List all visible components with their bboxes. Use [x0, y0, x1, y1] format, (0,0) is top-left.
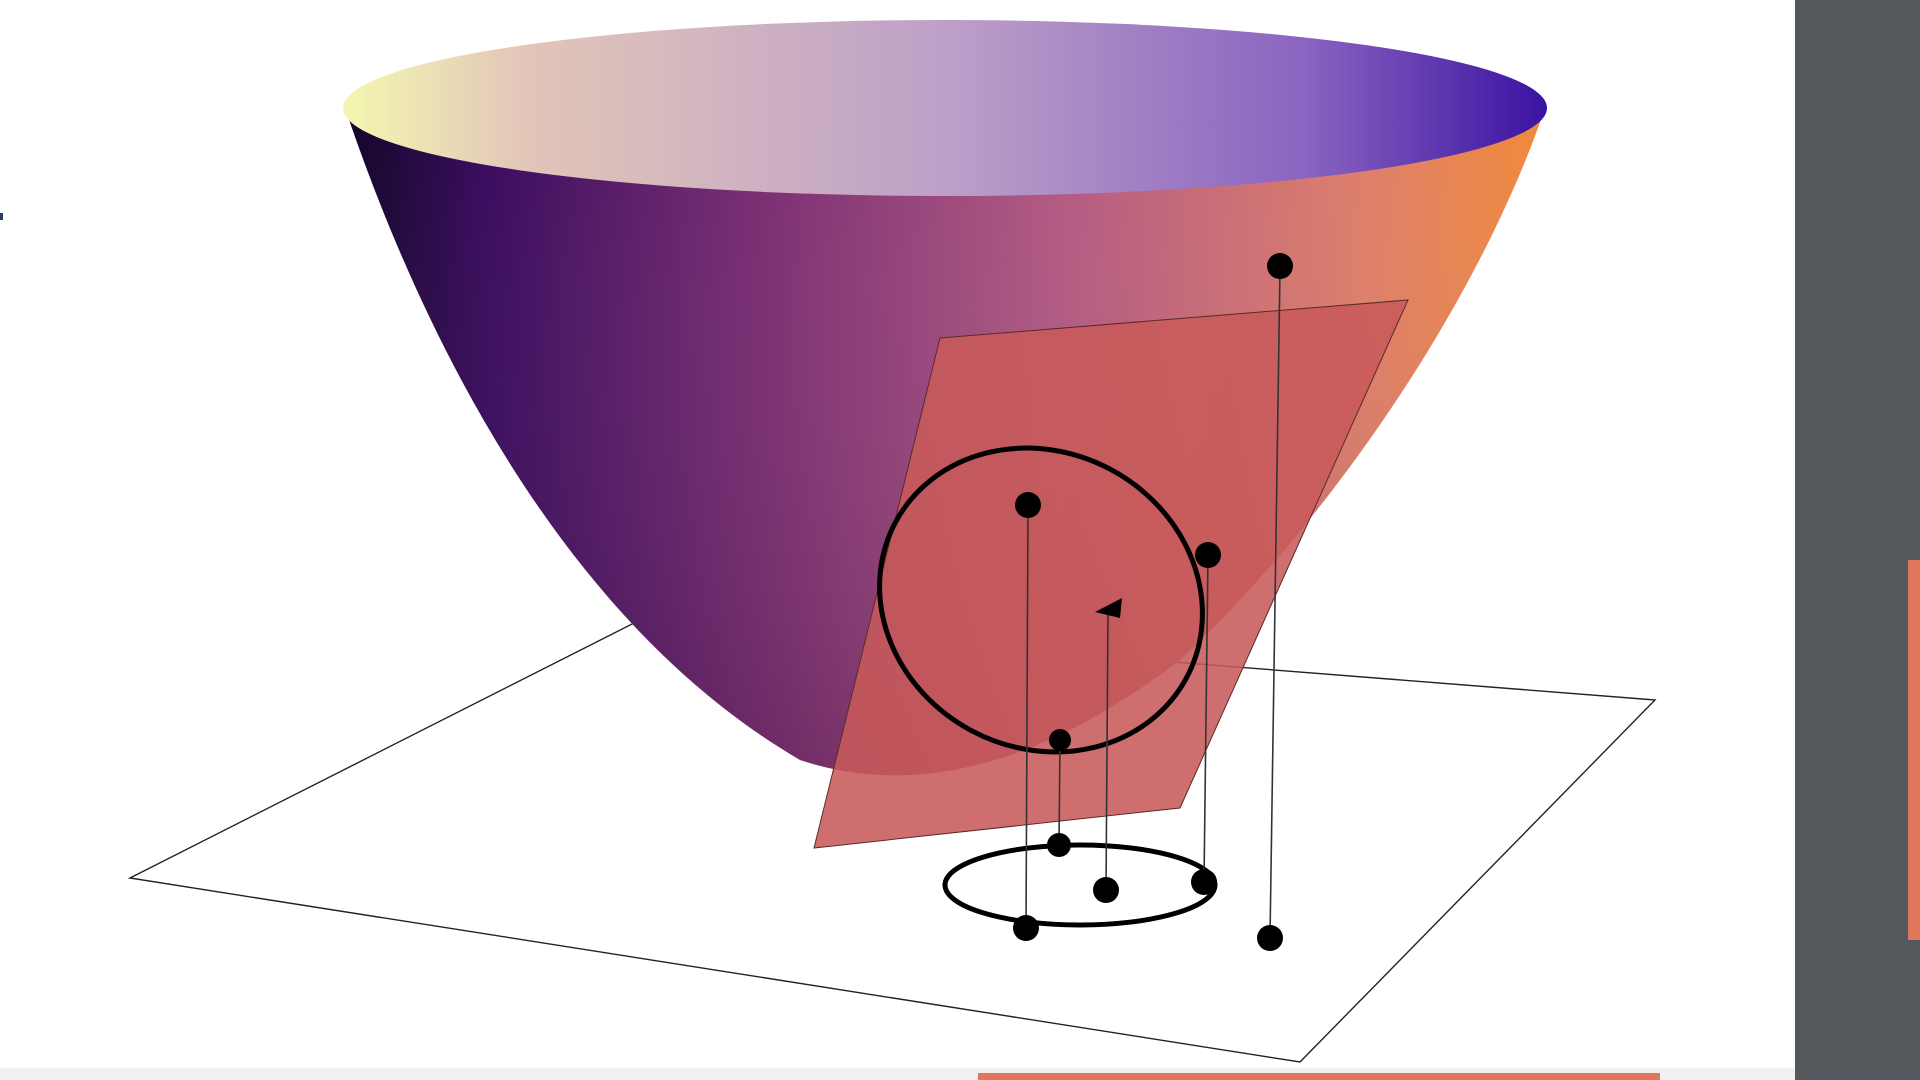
point-marker — [1095, 598, 1122, 618]
paraboloid-rim — [343, 20, 1547, 196]
point-marker — [1195, 542, 1221, 568]
point-marker — [1013, 915, 1039, 941]
point-marker — [1267, 253, 1293, 279]
bottom-scroll-accent[interactable] — [978, 1073, 1660, 1080]
point-marker — [1257, 925, 1283, 951]
right-side-panel — [1795, 0, 1920, 1080]
cutting-plane — [813, 299, 1409, 849]
point-marker — [1047, 833, 1071, 857]
projected-curve — [942, 842, 1218, 928]
intersection-curve — [877, 445, 1205, 755]
point-marker — [1093, 877, 1119, 903]
right-scroll-accent[interactable] — [1908, 560, 1920, 940]
base-plane — [127, 619, 1657, 1063]
left-edge-mark — [0, 213, 3, 220]
point-marker — [1015, 492, 1041, 518]
point-marker — [1191, 869, 1217, 895]
point-marker — [1049, 729, 1071, 751]
point-markers — [1013, 253, 1293, 951]
projection-lines — [1025, 267, 1281, 939]
